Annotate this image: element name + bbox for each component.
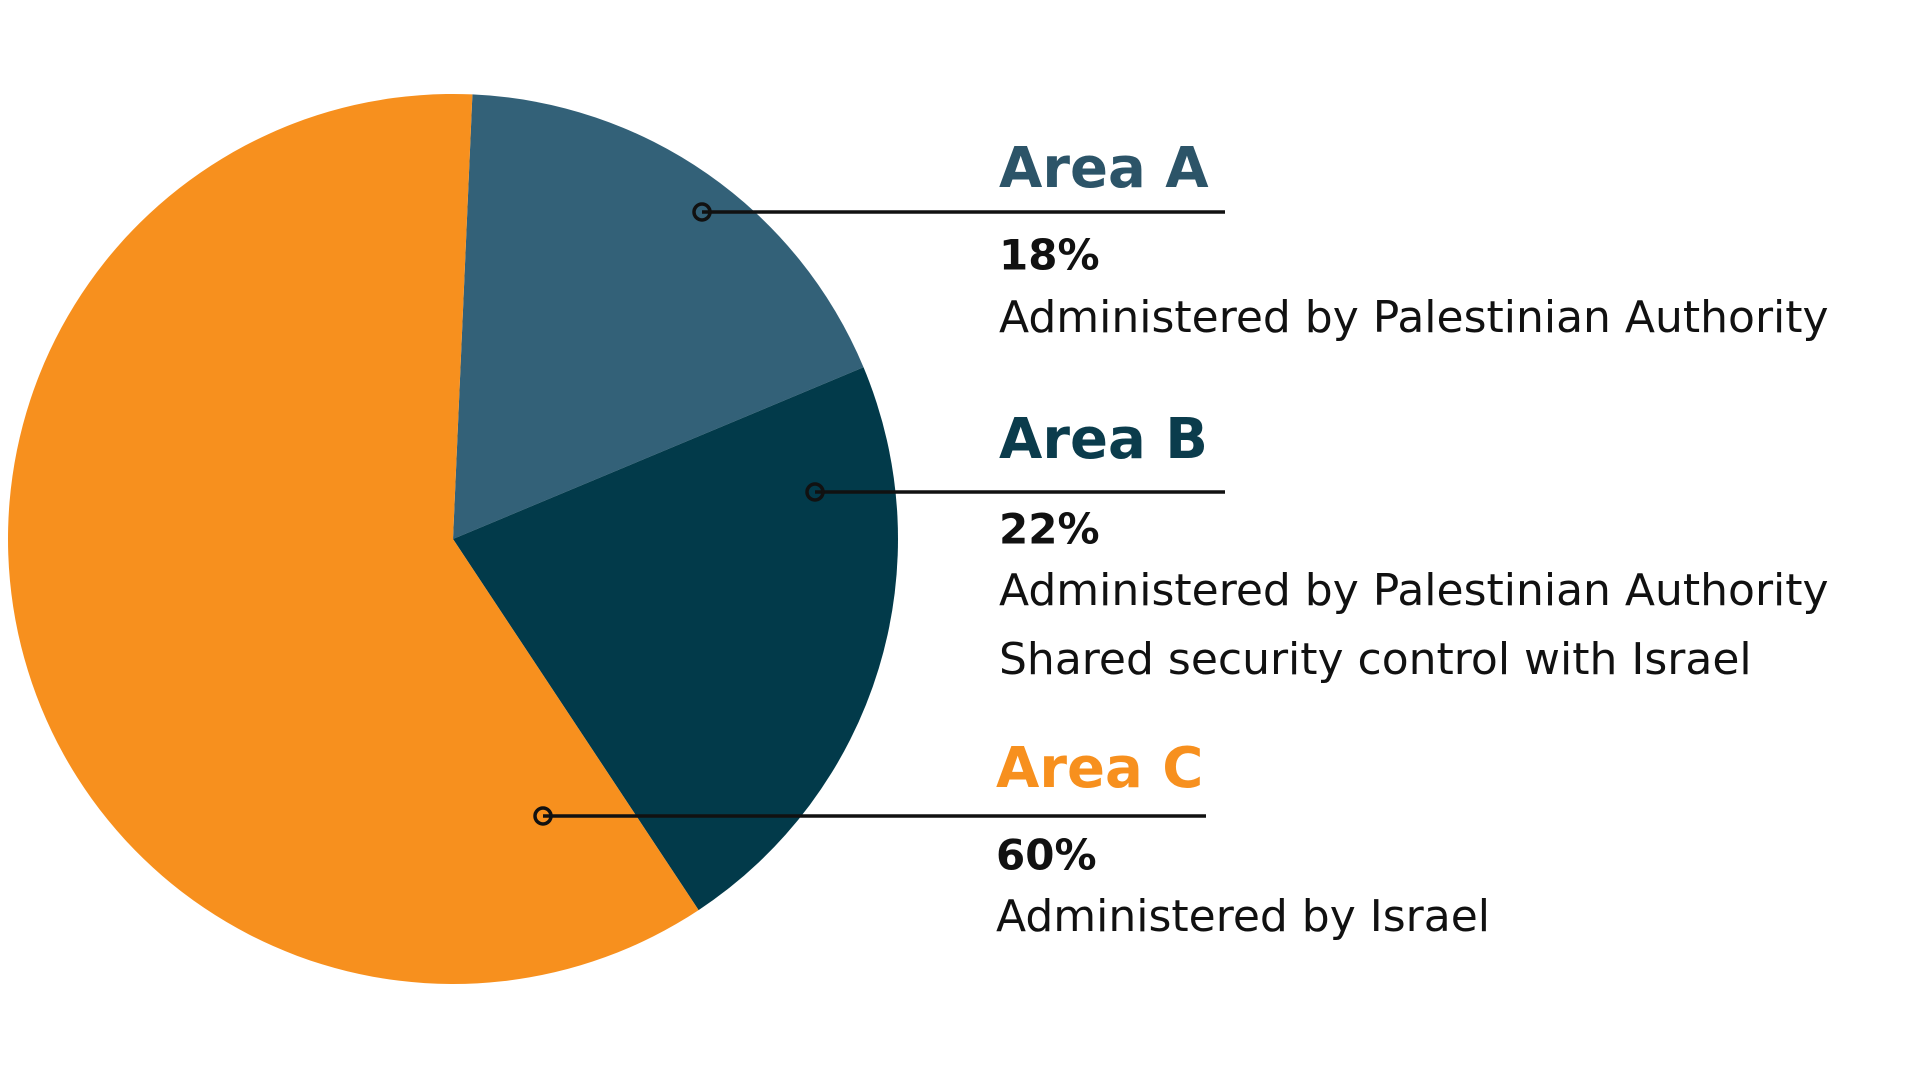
value-label: 18% (999, 231, 1100, 280)
description: Administered by Palestinian Authority (999, 565, 1829, 616)
leader-dot (533, 806, 553, 826)
pie-slice (7, 93, 699, 985)
description: Shared security control with Israel (999, 634, 1752, 685)
description: Administered by Palestinian Authority (999, 292, 1829, 343)
pie-slice (453, 94, 864, 540)
category-label: Area C (996, 736, 1203, 801)
category-label: Area B (999, 407, 1208, 472)
value-label: 22% (999, 505, 1100, 554)
category-label: Area A (999, 136, 1209, 201)
leader-dot (805, 482, 825, 502)
description: Administered by Israel (996, 891, 1490, 942)
leader-dot (692, 202, 712, 222)
value-label: 60% (996, 831, 1097, 880)
pie-slice (453, 367, 898, 911)
